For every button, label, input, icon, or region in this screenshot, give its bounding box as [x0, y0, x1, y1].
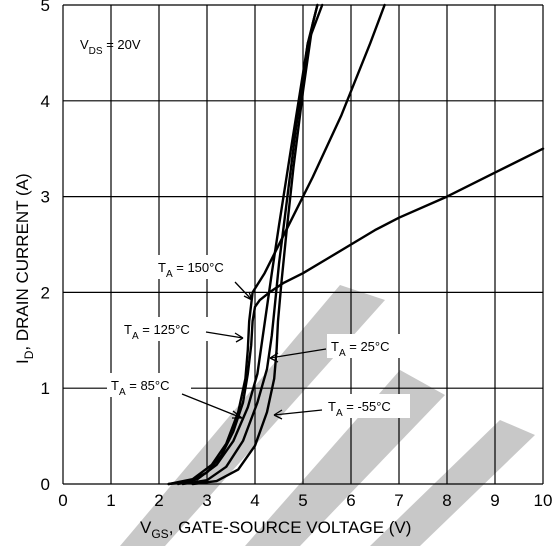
label-25c: TA = 25°C [331, 339, 390, 359]
condition-rest: = 20V [103, 37, 141, 52]
y-tick-label: 2 [41, 283, 50, 302]
x-tick-label: 8 [442, 491, 451, 510]
condition-label: VDS = 20V [80, 37, 141, 57]
series-line-3 [181, 3, 319, 486]
y-axis-title: ID, DRAIN CURRENT (A) [13, 173, 36, 364]
tick-labels: 0 1 2 3 4 5 6 7 8 9 10 0 1 2 3 4 5 [41, 0, 553, 510]
series-line-4 [191, 3, 319, 486]
x-axis-title: VGS, GATE-SOURCE VOLTAGE (V) [140, 518, 411, 541]
label-85c: TA = 85°C [111, 378, 170, 398]
y-tick-label: 3 [41, 188, 50, 207]
y-tick-label: 4 [41, 92, 50, 111]
arrow-150c [234, 281, 253, 301]
arrow-minus55c [273, 409, 323, 420]
x-tick-label: 9 [490, 491, 499, 510]
label-125c: TA = 125°C [124, 322, 190, 342]
x-tick-label: 3 [202, 491, 211, 510]
x-tick-label: 2 [154, 491, 163, 510]
arrow-25c [269, 348, 327, 363]
series-line-2 [177, 3, 324, 486]
svg-text:VDS = 20V: VDS = 20V [80, 37, 141, 57]
x-tick-label: 1 [106, 491, 115, 510]
x-tick-label: 6 [346, 491, 355, 510]
condition-main: V [80, 37, 89, 52]
x-tick-label: 0 [58, 491, 67, 510]
x-tick-label: 5 [298, 491, 307, 510]
series-line-1 [167, 3, 386, 486]
y-tick-label: 0 [41, 475, 50, 494]
arrow-125c [205, 331, 244, 343]
series-line-0 [167, 147, 545, 486]
x-tick-label: 4 [250, 491, 259, 510]
condition-sub: DS [89, 46, 103, 57]
x-tick-label: 10 [534, 491, 553, 510]
y-tick-label: 1 [41, 379, 50, 398]
series-annotations: TA = 150°C TA = 125°C TA = 85°C TA = 25°… [107, 255, 410, 420]
y-tick-label: 5 [41, 0, 50, 15]
label-150c: TA = 150°C [158, 260, 224, 280]
series-curves [167, 3, 545, 486]
arrow-85c [181, 393, 243, 419]
x-tick-label: 7 [394, 491, 403, 510]
label-minus55c: TA = -55°C [328, 399, 391, 419]
